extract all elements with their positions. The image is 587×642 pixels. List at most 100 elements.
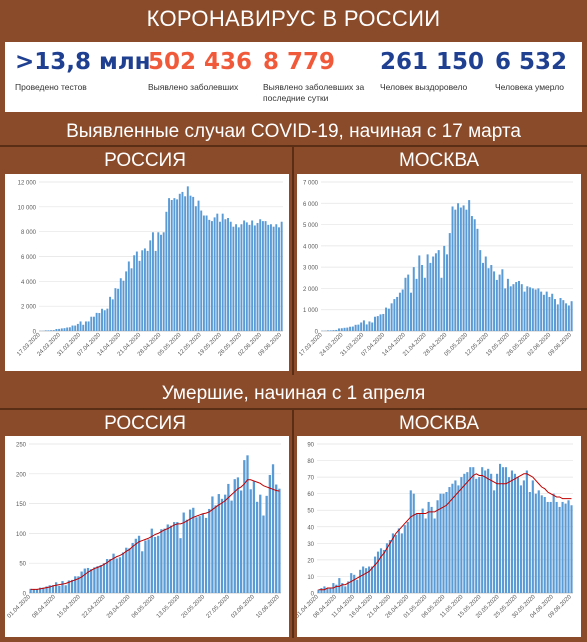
- bar: [329, 588, 332, 593]
- deaths-russia-label: РОССИЯ: [104, 413, 186, 434]
- bar: [275, 224, 278, 331]
- stat-recovered-label: Человек выздоровело: [380, 82, 468, 92]
- bar: [404, 277, 407, 331]
- stats-panel: >13,8 млн Проведено тестов 502 436 Выявл…: [5, 42, 582, 112]
- bar: [332, 330, 335, 331]
- bar: [278, 227, 280, 331]
- bar: [462, 205, 465, 331]
- bar: [52, 330, 55, 331]
- bar: [442, 493, 445, 593]
- bar: [433, 518, 436, 593]
- bar: [176, 522, 179, 593]
- bar: [564, 503, 567, 593]
- bar: [82, 324, 85, 331]
- bar: [365, 324, 368, 331]
- bar: [232, 226, 235, 331]
- cases-russia-label: РОССИЯ: [104, 150, 186, 171]
- bar: [365, 568, 368, 593]
- bar: [125, 271, 128, 331]
- bar: [169, 525, 173, 593]
- y-tick-label: 0: [23, 592, 27, 598]
- bar: [112, 553, 115, 593]
- x-tick-label: 22.04.2020: [81, 594, 107, 620]
- bar: [117, 288, 120, 331]
- bar: [501, 269, 504, 331]
- bar: [227, 218, 229, 331]
- bar: [490, 473, 493, 593]
- bar: [230, 500, 233, 593]
- bar: [534, 493, 537, 593]
- bar: [48, 585, 51, 593]
- bar: [86, 567, 90, 593]
- bar: [537, 490, 540, 593]
- bar: [178, 193, 181, 331]
- bar: [160, 234, 162, 331]
- y-tick-label: 0: [315, 330, 319, 336]
- bar: [130, 268, 133, 331]
- bar: [388, 540, 391, 593]
- x-tick-label: 08.04.2020: [31, 594, 57, 620]
- bar: [540, 495, 543, 593]
- bar: [221, 213, 224, 331]
- bar: [188, 509, 192, 593]
- bar: [519, 485, 522, 593]
- y-tick-label: 5 000: [303, 223, 319, 229]
- bar: [253, 225, 256, 331]
- bar: [347, 581, 350, 593]
- bar: [42, 587, 45, 593]
- bar: [246, 455, 249, 593]
- y-tick-label: 12 000: [18, 181, 37, 187]
- y-tick-label: 7 000: [303, 181, 319, 187]
- bar: [201, 513, 204, 593]
- stat-deaths-value: 6 532: [495, 49, 568, 75]
- bar: [151, 232, 154, 331]
- bar: [437, 250, 440, 331]
- stat-new-cases-label: Выявлено заболевших за последние сутки: [263, 82, 365, 103]
- y-tick-label: 50: [307, 509, 314, 515]
- stat-new-cases-value: 8 779: [263, 49, 336, 75]
- bar: [249, 489, 252, 593]
- bar: [457, 203, 460, 331]
- bar: [67, 580, 71, 593]
- bar: [509, 286, 512, 331]
- bar: [47, 330, 50, 331]
- x-tick-label: 20.05.2020: [181, 594, 207, 620]
- bar: [562, 300, 565, 331]
- bar: [195, 517, 198, 593]
- divider: [0, 408, 587, 410]
- bar: [371, 322, 374, 331]
- bar: [359, 569, 362, 593]
- stat-new-cases: 8 779 Выявлено заболевших за последние с…: [263, 48, 381, 104]
- bar: [448, 487, 451, 593]
- deaths-section-title: Умершие, начиная с 1 апреля: [161, 383, 426, 404]
- bar: [138, 260, 141, 331]
- trend-line: [318, 473, 572, 591]
- bar: [426, 254, 429, 331]
- bar: [481, 467, 484, 593]
- bar: [479, 250, 482, 331]
- bar: [504, 467, 508, 593]
- bar: [74, 325, 77, 331]
- bar: [448, 233, 451, 331]
- bar: [476, 228, 479, 331]
- bar: [439, 493, 442, 593]
- bar: [127, 261, 130, 331]
- bar: [529, 287, 532, 331]
- bar: [561, 501, 564, 593]
- bar: [436, 500, 439, 593]
- bar: [567, 500, 570, 593]
- bar: [496, 473, 499, 593]
- bar: [106, 559, 109, 593]
- y-tick-label: 40: [307, 525, 314, 531]
- bar: [549, 501, 552, 593]
- bar: [351, 326, 354, 331]
- bar: [543, 496, 546, 593]
- bar: [248, 224, 251, 331]
- bar: [265, 495, 268, 593]
- bar: [526, 286, 529, 331]
- bar: [267, 224, 270, 331]
- bar: [269, 224, 272, 331]
- bar: [412, 267, 415, 331]
- bar: [84, 321, 87, 331]
- bar: [35, 589, 39, 593]
